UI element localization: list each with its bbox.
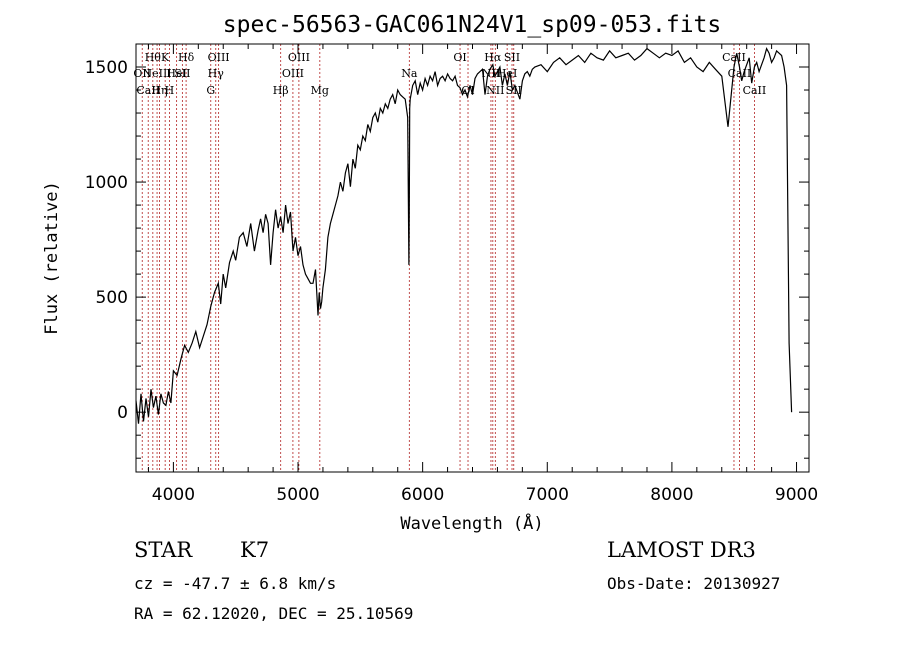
line-label-9: Hδ [178,51,195,64]
y-axis-ticks: 0 500 1000 1500 [85,43,809,459]
ra-dec-coordinates: RA = 62.12020, DEC = 25.10569 [134,604,414,623]
line-label-18: OI [453,51,466,64]
line-label-23: HeI [497,67,517,80]
survey-name: LAMOST DR3 [607,538,756,562]
x-tick-label-1: 5000 [276,485,319,505]
spectral-line-markers [141,44,755,472]
line-label-1: CaII [136,84,160,97]
object-subclass: K7 [240,538,270,562]
y-tick-label-1: 500 [96,288,128,308]
x-axis-label: Wavelength (Å) [400,512,543,534]
line-label-6: H [165,84,175,97]
line-label-26: CaII [722,51,746,64]
line-label-14: OIII [282,67,304,80]
object-class: STAR [134,538,193,562]
x-tick-label-5: 9000 [775,485,818,505]
spectrum-line [135,46,793,424]
line-label-8: SII [174,67,190,80]
line-label-5: K [161,51,170,64]
line-label-3: NeIII [142,67,171,80]
chart-title: spec-56563-GAC061N24V1_sp09-053.fits [223,12,722,38]
x-tick-label-3: 7000 [526,485,569,505]
line-label-24: SII [504,51,520,64]
line-label-15: OIII [288,51,310,64]
line-label-25: SII [506,84,522,97]
line-label-12: OIII [208,51,230,64]
line-label-20: NII [482,67,500,80]
x-tick-label-2: 6000 [401,485,444,505]
line-label-10: G [206,84,215,97]
x-axis-ticks: 4000 5000 6000 7000 8000 9000 [147,44,818,505]
line-label-16: Mg [311,84,329,97]
line-label-22: NII [486,84,504,97]
redshift-velocity: cz = -47.7 ± 6.8 km/s [134,574,337,593]
line-label-19: OI [461,84,474,97]
line-label-0: OII [133,67,151,80]
y-tick-label-3: 1500 [85,58,128,78]
x-tick-label-4: 8000 [650,485,693,505]
observation-date: Obs-Date: 20130927 [607,574,781,593]
line-label-28: CaII [743,84,767,97]
line-label-21: Hα [484,51,502,64]
x-tick-label-0: 4000 [152,485,195,505]
y-tick-label-2: 1000 [85,173,128,193]
line-label-4: Hη [151,84,167,97]
line-label-11: Hγ [208,67,225,80]
plot-frame [135,43,810,473]
line-label-17: Na [401,67,418,80]
line-label-13: Hβ [273,84,289,97]
line-label-2: Hθ [145,51,162,64]
spectral-line-labels: OIICaIIHθNeIIIHηKHHeISIIHδGHγOIIIHβOIIIO… [133,51,766,97]
y-tick-label-0: 0 [117,403,128,423]
y-axis-label: Flux (relative) [42,181,62,335]
line-label-7: HeI [166,67,186,80]
